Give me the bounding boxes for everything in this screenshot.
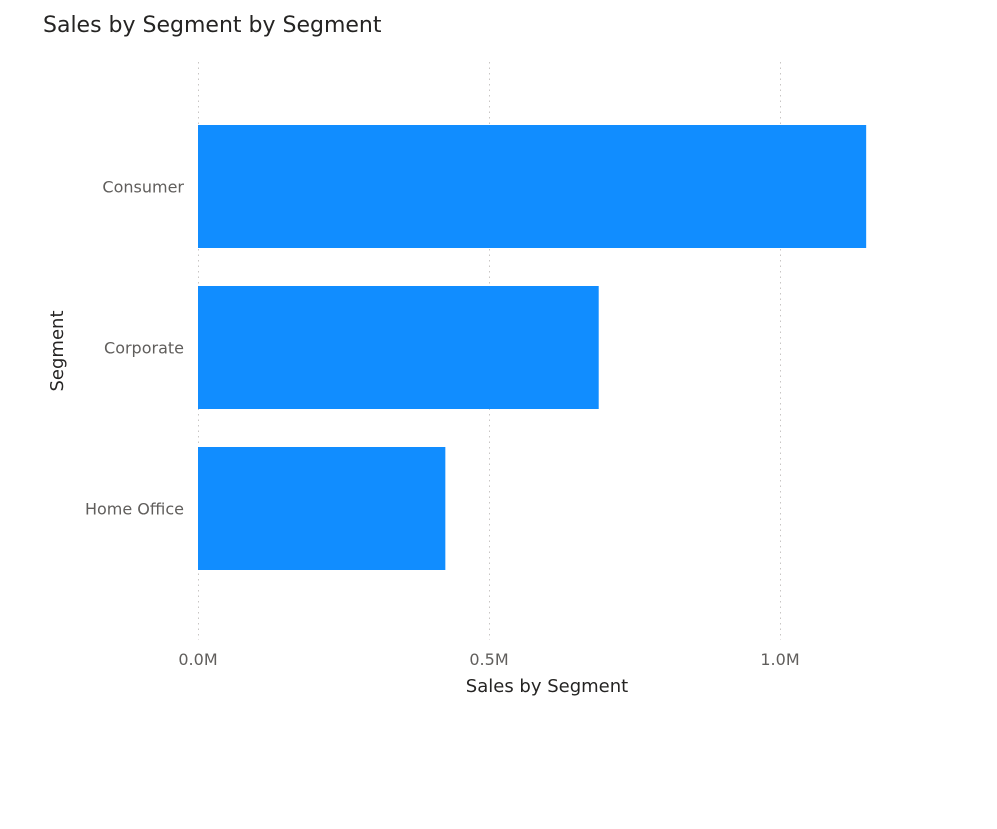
y-tick-label: Home Office (85, 500, 184, 519)
x-tick-label: 0.0M (178, 650, 217, 669)
y-tick-label: Corporate (104, 339, 184, 358)
category-axis-labels: Consumer Corporate Home Office (85, 178, 184, 519)
chart-title: Sales by Segment by Segment (43, 13, 382, 38)
value-axis-labels: 0.0M 0.5M 1.0M (178, 650, 799, 669)
bar-consumer[interactable] (198, 125, 867, 248)
y-tick-label: Consumer (102, 178, 184, 197)
x-axis-title: Sales by Segment (466, 676, 628, 697)
x-tick-label: 0.5M (469, 650, 508, 669)
x-tick-label: 1.0M (760, 650, 799, 669)
bars (198, 125, 867, 570)
y-axis-title: Segment (47, 311, 68, 392)
bar-home-office[interactable] (198, 447, 446, 570)
bar-corporate[interactable] (198, 286, 599, 409)
